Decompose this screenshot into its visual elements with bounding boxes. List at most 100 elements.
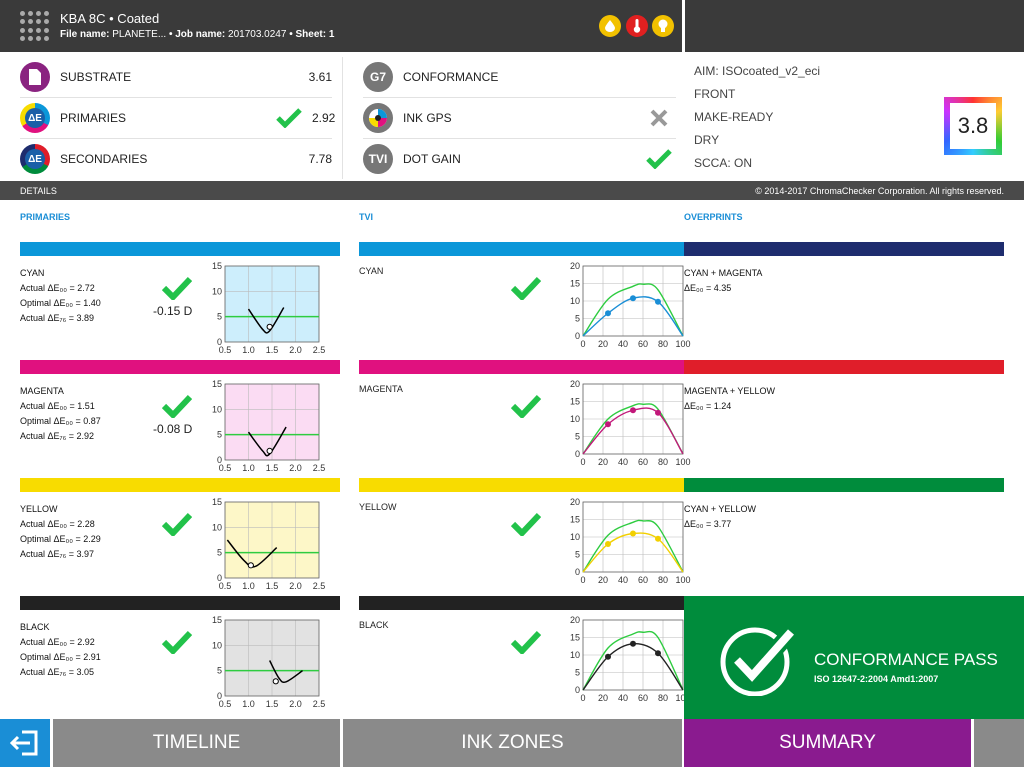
y-tick-label: 0 — [575, 331, 580, 341]
x-tick-label: 40 — [618, 457, 628, 466]
aim-stage: MAKE-READY — [694, 110, 774, 124]
overprint-name: MAGENTA + YELLOW — [684, 386, 775, 396]
chart-frame — [582, 383, 684, 455]
x-tick-label: 0 — [580, 339, 585, 348]
exit-button[interactable] — [0, 719, 50, 767]
y-tick-label: 0 — [217, 573, 222, 583]
app-logo-icon[interactable] — [20, 11, 50, 41]
tvi-color-band — [359, 360, 684, 374]
ink-gps-icon — [363, 103, 393, 133]
y-tick-label: 20 — [570, 261, 580, 271]
tvi-label: BLACK — [359, 620, 389, 630]
x-tick-label: 0.5 — [219, 581, 232, 590]
metric-primaries[interactable]: ΔE PRIMARIES 2.92 — [20, 98, 335, 138]
primary-name: CYAN — [20, 268, 45, 278]
primary-name: YELLOW — [20, 504, 58, 514]
tvi-point — [630, 640, 636, 647]
tvi-point — [605, 421, 611, 428]
tvi-icon: TVI — [363, 144, 393, 174]
y-tick-label: 10 — [212, 522, 222, 532]
pass-check-icon — [161, 276, 193, 305]
y-tick-label: 10 — [570, 296, 580, 306]
x-tick-label: 1.5 — [266, 581, 279, 590]
tvi-chart: 0 20 40 60 80 100 0 5 10 15 20 — [570, 497, 691, 585]
x-tick-label: 0 — [580, 693, 585, 702]
timeline-tab[interactable]: TIMELINE — [53, 719, 340, 767]
y-tick-label: 20 — [570, 379, 580, 389]
sheet-number: • Sheet: 1 — [289, 29, 335, 40]
pass-check-icon — [161, 394, 193, 423]
substrate-icon — [20, 62, 50, 92]
x-tick-label: 100 — [675, 339, 690, 348]
primary-actual00: Actual ΔE₀₀ = 1.51 — [20, 401, 95, 411]
y-tick-label: 0 — [217, 691, 222, 701]
summary-tab[interactable]: SUMMARY — [684, 719, 971, 767]
metric-label: SUBSTRATE — [60, 70, 132, 84]
metric-dot-gain[interactable]: TVI DOT GAIN — [363, 139, 676, 179]
tvi-point — [655, 409, 661, 416]
x-tick-label: 60 — [638, 339, 648, 348]
x-tick-label: 80 — [658, 457, 668, 466]
overall-score-badge[interactable]: 3.8 — [944, 97, 1002, 155]
conformance-title: CONFORMANCE PASS — [814, 650, 998, 669]
overprint-info: CYAN + MAGENTA ΔE₀₀ = 4.35 — [684, 266, 762, 296]
metric-value: 7.78 — [308, 152, 332, 166]
y-tick-label: 10 — [212, 286, 222, 296]
tvi-label: YELLOW — [359, 502, 397, 512]
y-tick-label: 5 — [217, 312, 222, 322]
metric-substrate[interactable]: SUBSTRATE 3.61 — [20, 57, 332, 97]
primary-color-band — [20, 478, 340, 492]
aim-scca: SCCA: ON — [694, 156, 753, 170]
metric-secondaries[interactable]: ΔE SECONDARIES 7.78 — [20, 139, 332, 179]
chart-frame — [224, 619, 320, 697]
y-tick-label: 15 — [570, 515, 580, 525]
y-tick-label: 5 — [217, 430, 222, 440]
y-tick-label: 10 — [212, 404, 222, 414]
primary-name: MAGENTA — [20, 386, 64, 396]
ink-drop-icon[interactable] — [599, 15, 621, 37]
metric-ink-gps[interactable]: INK GPS — [363, 98, 676, 138]
metric-label: CONFORMANCE — [403, 70, 499, 84]
copyright-text: © 2014-2017 ChromaChecker Corporation. A… — [755, 185, 1004, 196]
ink-zones-tab[interactable]: INK ZONES — [343, 719, 682, 767]
job-info: File name: PLANETE... • Job name: 201703… — [60, 29, 335, 40]
overprint-delta-e: ΔE₀₀ = 1.24 — [684, 401, 732, 411]
conformance-pass-panel[interactable]: CONFORMANCE PASS ISO 12647-2:2004 Amd1:2… — [684, 596, 1024, 719]
tvi-point — [605, 310, 611, 317]
tvi-color-band — [359, 242, 684, 256]
tvi-target-curve — [582, 283, 684, 337]
more-tab[interactable] — [974, 719, 1024, 767]
density-chart: 0.5 1.0 1.5 2.0 2.5 0 5 10 15 — [212, 379, 325, 473]
metric-conformance[interactable]: G7 CONFORMANCE — [363, 57, 676, 97]
chart-frame — [224, 501, 320, 579]
delta-e-secondaries-icon: ΔE — [20, 144, 50, 174]
x-tick-label: 100 — [675, 457, 690, 466]
lightbulb-icon[interactable] — [652, 15, 674, 37]
pass-check-icon — [161, 512, 193, 541]
job-name: 201703.0247 — [228, 29, 287, 40]
x-tick-label: 1.5 — [266, 345, 279, 354]
y-tick-label: 0 — [575, 685, 580, 695]
y-tick-label: 5 — [575, 314, 580, 324]
x-tick-label: 2.0 — [289, 699, 302, 708]
aim-info: AIM: ISOcoated_v2_eci FRONT MAKE-READY D… — [694, 60, 820, 175]
y-tick-label: 10 — [570, 532, 580, 542]
y-tick-label: 20 — [570, 615, 580, 625]
temperature-icon[interactable] — [626, 15, 648, 37]
aim-profile: AIM: ISOcoated_v2_eci — [694, 64, 821, 78]
overprints-heading: OVERPRINTS — [684, 212, 743, 222]
overprint-name: CYAN + YELLOW — [684, 504, 756, 514]
tvi-color-band — [359, 478, 684, 492]
y-tick-label: 10 — [212, 640, 222, 650]
density-chart: 0.5 1.0 1.5 2.0 2.5 0 5 10 15 — [212, 261, 325, 355]
y-tick-label: 15 — [212, 615, 222, 625]
primary-actual76: Actual ΔE₇₆ = 2.92 — [20, 431, 95, 441]
tvi-point — [630, 530, 636, 537]
density-delta: -0.15 D — [153, 304, 193, 318]
primary-actual00: Actual ΔE₀₀ = 2.28 — [20, 519, 95, 529]
x-tick-label: 100 — [675, 575, 690, 584]
y-tick-label: 15 — [570, 633, 580, 643]
chart-frame — [582, 265, 684, 337]
x-tick-label: 60 — [638, 693, 648, 702]
primary-actual76: Actual ΔE₇₆ = 3.97 — [20, 549, 95, 559]
